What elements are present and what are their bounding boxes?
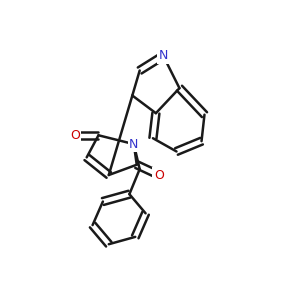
Text: N: N: [159, 49, 168, 62]
Text: O: O: [154, 169, 164, 182]
Text: O: O: [70, 129, 80, 142]
Text: N: N: [129, 138, 139, 151]
